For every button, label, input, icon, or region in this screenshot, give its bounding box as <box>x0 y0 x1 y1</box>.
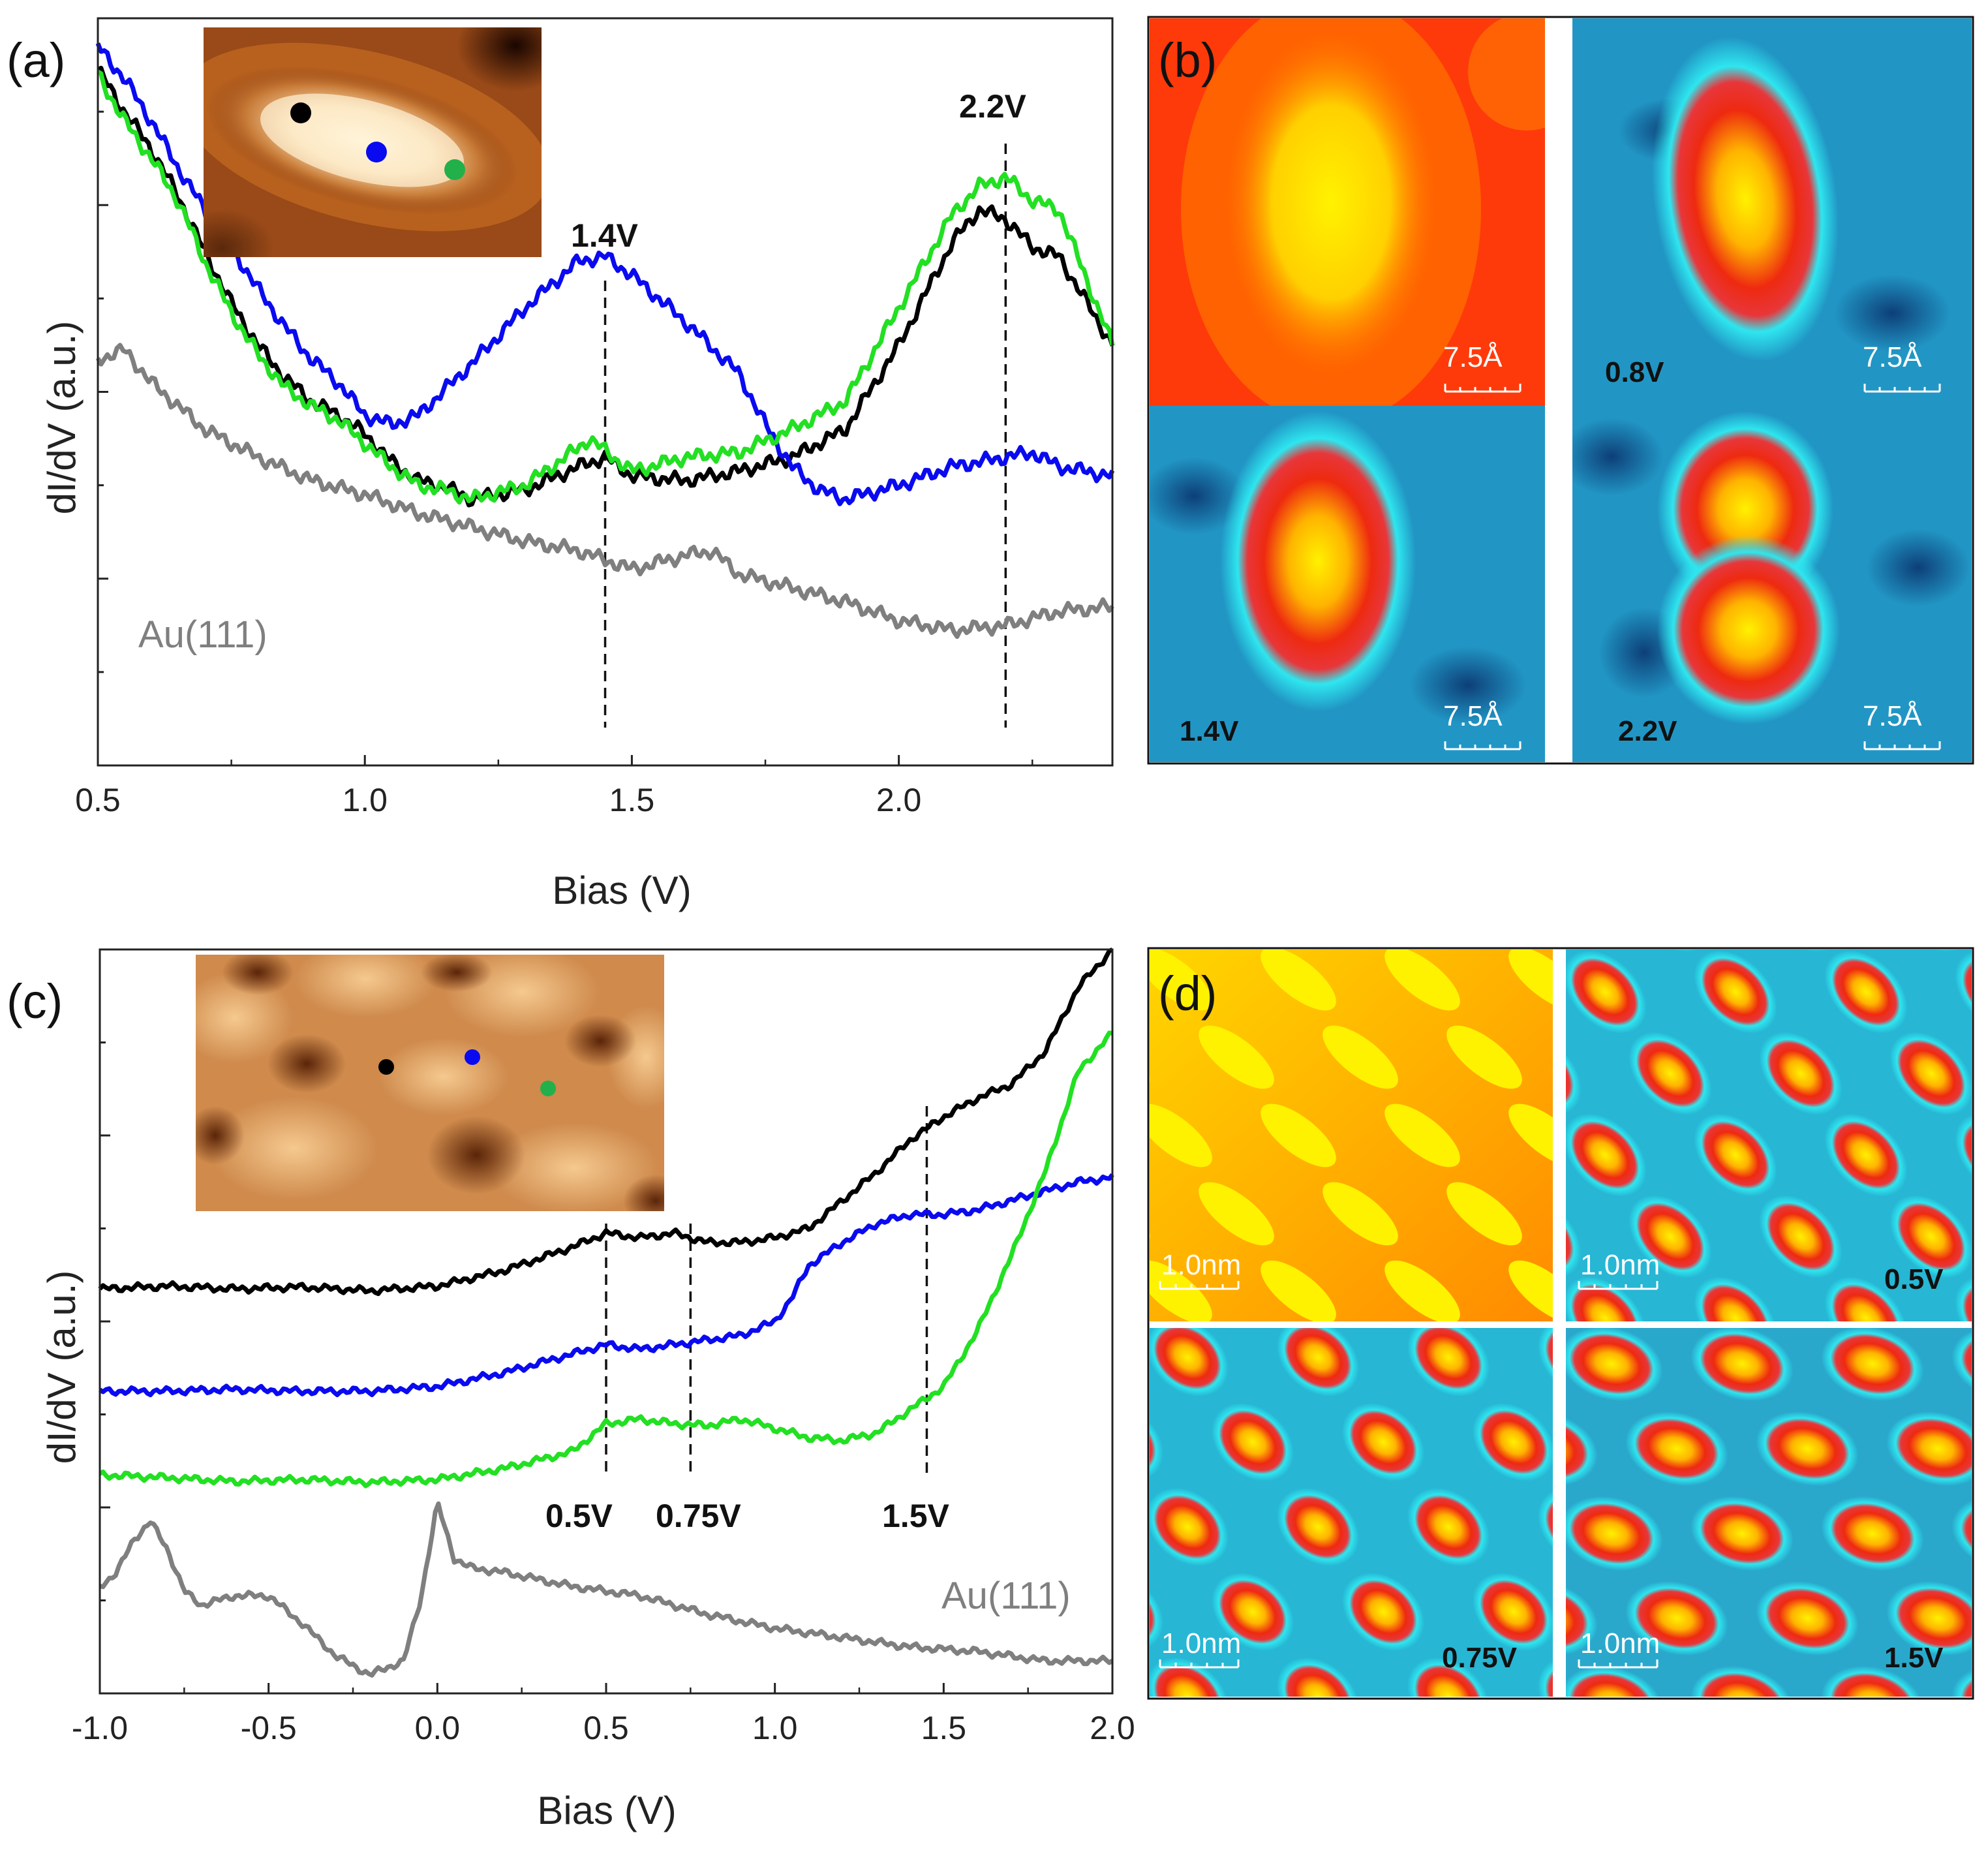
panel-c-peak-label-3: 1.5V <box>882 1498 950 1534</box>
a-x-tick-label: 2.0 <box>876 782 922 818</box>
a-series-green <box>97 69 1115 505</box>
panel-b-map-label-3: 2.2V <box>1618 715 1677 747</box>
panel-a-frame <box>97 17 1114 767</box>
c-x-tick-label: 1.5 <box>921 1710 967 1746</box>
c-x-tick-label: 1.0 <box>752 1710 798 1746</box>
inset-a-point-black <box>290 102 311 123</box>
panel-a-inset-topograph <box>204 27 542 257</box>
panel-b-scale-label-3: 7.5Å <box>1443 700 1503 732</box>
panel-d-maps: 1.0nm 1.0nm 1.0nm 1.0nm 0.5V 0.75V 1.5V … <box>1147 947 1974 1700</box>
panel-d-topography <box>1150 949 1553 1321</box>
a-series-black <box>97 65 1115 508</box>
panel-d-letter: (d) <box>1158 966 1217 1021</box>
a-series-au111 <box>95 343 1114 640</box>
panel-c-chart: (c) dI/dV (a.u.) Bias (V) -1.0 -0.5 0.0 0.5… <box>7 948 1135 1832</box>
panel-c-y-axis-title: dI/dV (a.u.) <box>40 1271 84 1464</box>
c-series-green <box>99 1030 1113 1488</box>
panel-b-map-2-2v <box>1572 406 1972 762</box>
panel-c-x-ticks: -1.0 -0.5 0.0 0.5 1.0 1.5 2.0 <box>72 1683 1135 1746</box>
panel-a-series <box>95 42 1115 640</box>
panel-a-x-ticks: 0.5 1.0 1.5 2.0 <box>75 755 1033 818</box>
c-series-au111 <box>99 1501 1114 1678</box>
panel-d-map-label-2: 0.75V <box>1442 1642 1518 1674</box>
panel-d-scale-label-4: 1.0nm <box>1580 1627 1660 1659</box>
c-x-tick-label: -0.5 <box>241 1710 297 1746</box>
panel-a-y-ticks <box>98 17 108 673</box>
a-x-tick-label: 0.5 <box>75 782 121 818</box>
inset-c-point-blue <box>465 1049 480 1065</box>
panel-d-map-0-5v <box>1566 949 1972 1321</box>
panel-b-scale-bars <box>1444 384 1941 750</box>
panel-b-scale-label-2: 7.5Å <box>1863 341 1922 373</box>
panel-c-inset-topograph <box>196 955 664 1211</box>
panel-a-au-label: Au(111) <box>138 613 268 656</box>
panel-a-peak-label-2: 2.2V <box>959 88 1027 125</box>
panel-a-peak-markers <box>604 144 1007 728</box>
panel-b-map-label-2: 1.4V <box>1180 715 1239 747</box>
panel-c-peak-label-1: 0.5V <box>545 1498 613 1534</box>
c-x-tick-label: 0.5 <box>583 1710 629 1746</box>
panel-d-map-1-5v <box>1566 1328 1972 1697</box>
panel-c-peak-label-2: 0.75V <box>656 1498 741 1534</box>
a-x-tick-label: 1.5 <box>609 782 655 818</box>
panel-c-frame <box>99 948 1114 1695</box>
c-x-tick-label: -1.0 <box>72 1710 128 1746</box>
panel-d-map-0-75v <box>1150 1328 1553 1697</box>
c-x-tick-label: 0.0 <box>415 1710 461 1746</box>
panel-c-y-ticks <box>100 948 110 1601</box>
panel-d-map-label-1: 0.5V <box>1884 1263 1944 1295</box>
panel-c-peak-markers <box>605 1106 928 1478</box>
panel-a-peak-label-1: 1.4V <box>571 217 639 254</box>
panel-b-map-label-1: 0.8V <box>1605 356 1664 388</box>
panel-c-letter: (c) <box>7 974 63 1028</box>
a-x-tick-label: 1.0 <box>342 782 388 818</box>
panel-b-topography <box>1150 18 1545 406</box>
panel-b-map-1-4v <box>1150 406 1545 762</box>
panel-a-chart: (a) dI/dV (a.u.) Bias (V) 0.5 1.0 1.5 2.0 1… <box>7 17 1115 912</box>
panel-d-scale-label-3: 1.0nm <box>1161 1627 1241 1659</box>
panel-b-scale-label-4: 7.5Å <box>1863 700 1922 732</box>
panel-d-scale-label-2: 1.0nm <box>1580 1249 1660 1281</box>
c-series-black <box>98 948 1114 1297</box>
a-series-blue <box>95 42 1115 506</box>
inset-c-point-green <box>540 1081 556 1096</box>
inset-a-point-blue <box>366 142 387 162</box>
panel-c-au-label: Au(111) <box>941 1575 1071 1617</box>
panel-a-x-axis-title: Bias (V) <box>552 869 691 912</box>
panel-c-x-axis-title: Bias (V) <box>537 1789 676 1832</box>
c-series-blue <box>99 1173 1114 1398</box>
panel-a-y-axis-title: dI/dV (a.u.) <box>40 321 84 515</box>
panel-d-scale-label-1: 1.0nm <box>1161 1249 1241 1281</box>
c-x-tick-label: 2.0 <box>1090 1710 1135 1746</box>
panel-b-maps: 7.5Å 7.5Å 7.5Å 7.5Å 0.8V 1.4V 2.2V (b) <box>1147 16 1974 765</box>
panel-b-letter: (b) <box>1158 33 1217 87</box>
panel-d-scale-bars <box>1159 1281 1659 1669</box>
inset-c-point-black <box>378 1059 394 1075</box>
panel-a-letter: (a) <box>7 33 65 87</box>
panel-c-series <box>98 948 1114 1678</box>
panel-b-scale-label-1: 7.5Å <box>1443 341 1503 373</box>
inset-a-point-green <box>444 159 465 180</box>
panel-d-map-label-3: 1.5V <box>1884 1642 1944 1674</box>
panel-b-map-0-8v <box>1572 18 1972 406</box>
